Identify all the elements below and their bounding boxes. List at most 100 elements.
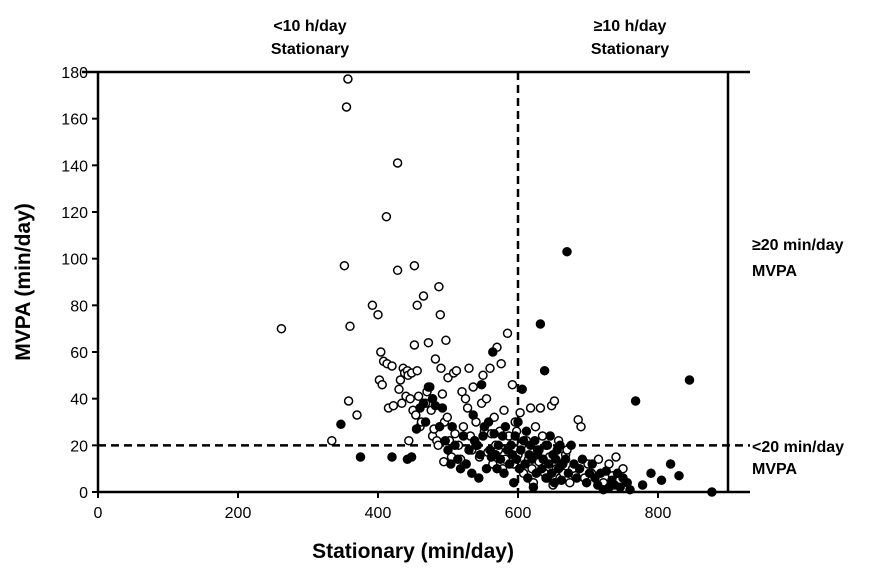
filled-point-5 [411,424,422,434]
open-point-20 [392,158,403,168]
open-point-35 [411,410,421,420]
open-point-58 [441,335,451,346]
open-point-49 [430,354,441,364]
open-point-53 [435,309,446,320]
open-point-5 [343,396,354,406]
filled-point-96 [587,459,597,469]
region-label-top-left-line2: Stationary [271,41,349,58]
open-point-117 [537,431,548,441]
open-point-37 [412,365,422,376]
filled-point-41 [493,440,504,451]
filled-point-29 [475,449,485,460]
y-tick-label-120: 120 [61,205,88,222]
filled-point-114 [665,459,676,469]
region-label-right-lower-line2: MVPA [752,461,797,478]
filled-point-9 [423,382,434,392]
filled-point-65 [530,435,540,446]
open-point-21 [394,384,404,395]
filled-point-59 [521,426,532,437]
open-point-85 [485,363,495,374]
filled-point-7 [418,398,429,409]
filled-point-68 [534,445,544,455]
filled-point-60 [523,473,533,483]
filled-point-55 [516,445,526,455]
filled-point-14 [440,435,450,446]
filled-point-86 [560,454,571,465]
x-tick-label-400: 400 [365,505,392,522]
filled-point-15 [443,445,453,455]
open-point-75 [468,382,478,392]
open-point-30 [405,393,415,404]
filled-point-53 [513,417,523,427]
filled-point-83 [555,440,565,451]
open-point-1 [327,435,337,446]
filled-point-57 [518,435,529,446]
filled-point-33 [481,463,492,474]
filled-point-45 [500,421,511,432]
y-tick-label-40: 40 [70,392,88,409]
filled-point-106 [615,482,625,493]
y-tick-label-0: 0 [79,485,88,502]
filled-point-21 [458,431,469,441]
open-point-41 [418,291,429,301]
y-axis-title: MVPA (min/day) [12,203,35,361]
region-label-right-upper-line1: ≥20 min/day [752,237,844,254]
filled-point-84 [556,475,567,486]
region-label-top-right-line2: Stationary [591,41,669,58]
filled-point-75 [544,459,554,469]
open-point-97 [502,328,513,339]
open-point-11 [376,347,386,357]
open-point-59 [442,412,453,423]
open-point-7 [352,410,362,420]
filled-point-31 [478,431,488,441]
filled-point-48 [506,440,516,451]
region-label-right-lower-line1: <20 min/day [752,439,844,456]
filled-point-56 [517,384,527,395]
filled-point-77 [546,468,557,479]
x-axis-title: Stationary (min/day) [312,540,514,563]
open-point-140 [593,454,604,465]
open-point-95 [499,405,509,416]
open-point-3 [341,102,352,112]
open-point-83 [481,393,492,404]
filled-point-12 [434,421,445,432]
filled-point-28 [474,473,484,483]
filled-point-76 [545,431,555,441]
y-tick-label-80: 80 [70,298,88,315]
filled-point-17 [447,421,457,432]
open-point-18 [388,400,399,411]
filled-point-93 [577,454,588,465]
open-point-0 [276,323,287,334]
plot-frame [82,70,750,494]
filled-point-117 [707,487,717,497]
filled-point-30 [476,379,487,390]
axis-ticks: 0 20 40 60 80 100 120 140 160 180 0 200 400 600 800 [61,65,671,522]
y-tick-label-140: 140 [61,158,88,175]
filled-point-50 [509,477,519,488]
open-point-34 [409,340,420,350]
region-labels: <10 h/day Stationary ≥10 h/day Stationar… [271,18,844,478]
region-label-right-upper-line2: MVPA [752,263,797,280]
open-point-113 [530,421,541,432]
y-tick-label-20: 20 [70,438,88,455]
open-point-17 [387,361,397,371]
filled-point-64 [528,482,539,493]
data-points [276,74,717,497]
filled-point-87 [562,246,572,257]
filled-point-110 [630,396,641,406]
open-point-33 [409,260,420,271]
open-point-52 [434,281,444,292]
open-point-55 [437,389,448,399]
open-point-22 [395,375,406,385]
open-point-14 [381,211,392,222]
region-label-top-right-line1: ≥10 h/day [594,18,667,35]
filled-point-37 [488,347,498,357]
filled-point-69 [535,319,546,329]
filled-point-8 [420,417,431,427]
filled-point-34 [483,417,494,427]
filled-point-116 [684,375,695,385]
filled-point-91 [572,473,582,483]
filled-point-109 [625,484,635,495]
open-point-70 [460,393,471,404]
